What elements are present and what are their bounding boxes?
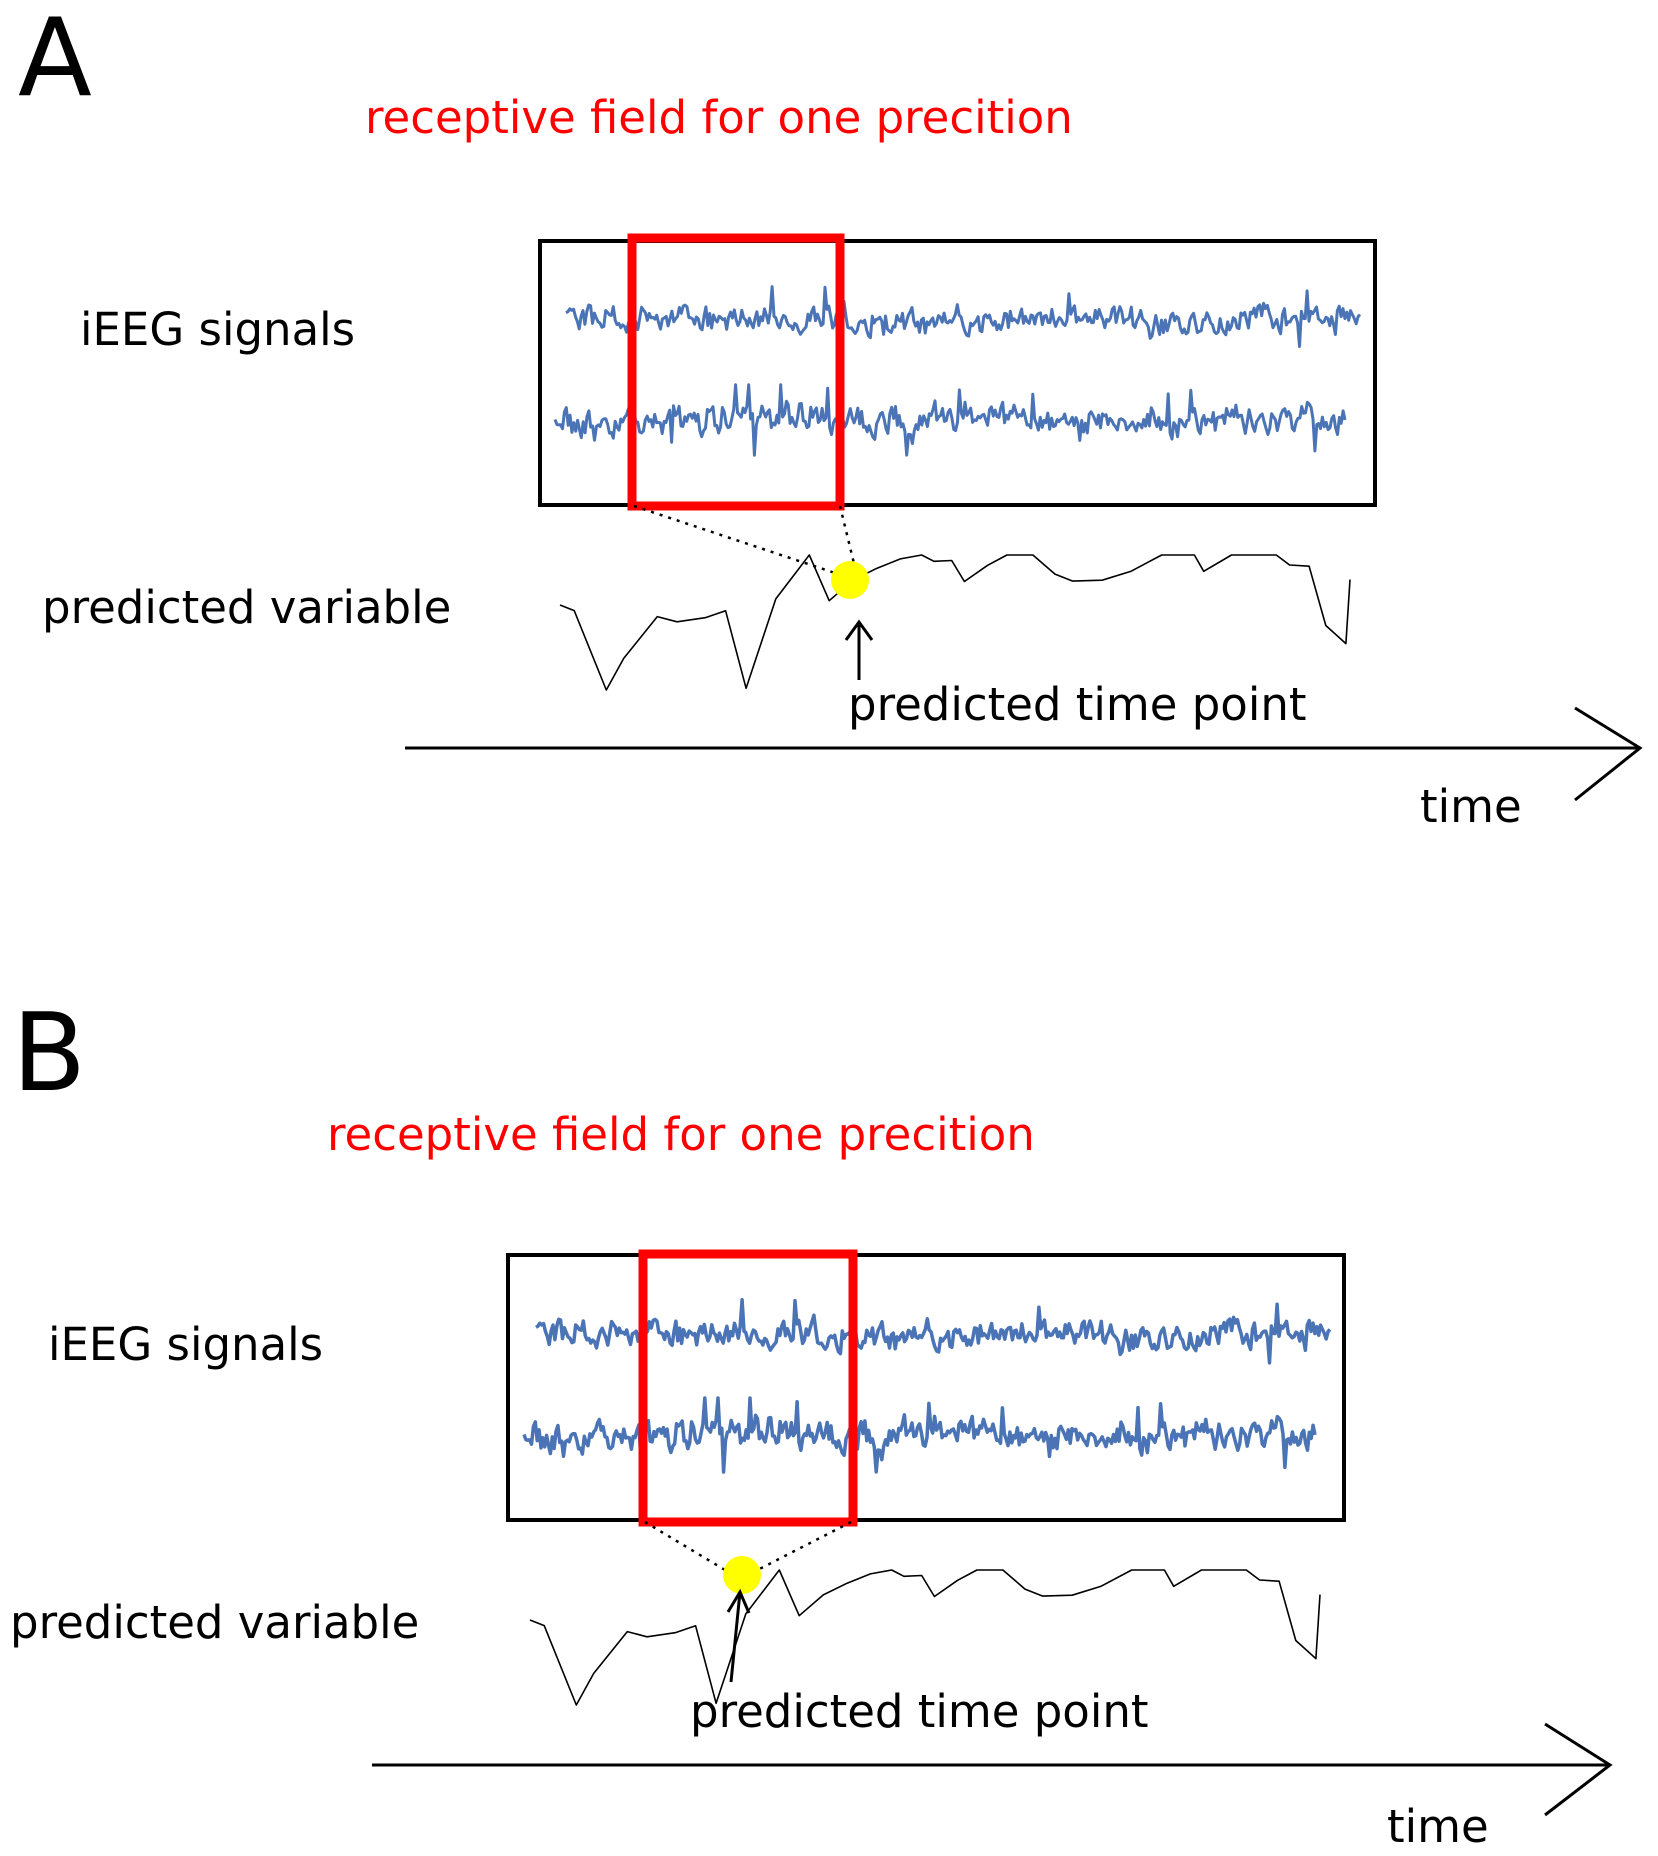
predicted-variable-trace xyxy=(559,554,1351,691)
field-connector-right xyxy=(741,1520,852,1580)
receptive-field-window xyxy=(638,1249,858,1527)
time-axis-arrowhead xyxy=(1544,1722,1613,1817)
time-axis-arrowhead xyxy=(1574,706,1643,802)
ieeg-signal-top xyxy=(565,285,1362,348)
signals-frame xyxy=(506,1253,1346,1522)
panel-title: receptive field for one precition xyxy=(365,91,1073,144)
point-label: predicted time point xyxy=(690,1685,1149,1738)
signals-label: iEEG signals xyxy=(80,303,355,356)
ieeg-signal-bottom xyxy=(522,1396,1317,1474)
predicted-point-marker xyxy=(831,561,869,599)
field-connector-left xyxy=(633,504,851,580)
ieeg-signal-top xyxy=(535,1298,1332,1365)
predicted-variable-trace xyxy=(529,1569,1321,1706)
time-axis-label: time xyxy=(1387,1800,1489,1853)
panel-title: receptive field for one precition xyxy=(327,1108,1035,1161)
point-label: predicted time point xyxy=(848,678,1307,731)
field-connector-left xyxy=(644,1520,736,1578)
panel-letter: B xyxy=(12,991,86,1116)
predicted-point-arrow-head xyxy=(844,619,874,641)
variable-label: predicted variable xyxy=(42,581,451,634)
predicted-point-marker xyxy=(723,1556,761,1594)
variable-label: predicted variable xyxy=(10,1596,419,1649)
panel-b: B receptive field for one precition iEEG… xyxy=(10,991,1613,1853)
predicted-point-arrow-head xyxy=(726,1588,751,1614)
signals-label: iEEG signals xyxy=(48,1318,323,1371)
receptive-field-window xyxy=(627,233,845,511)
panel-a: A receptive field for one precition iEEG… xyxy=(18,0,1643,833)
ieeg-signal-bottom xyxy=(553,383,1347,457)
time-axis-label: time xyxy=(1420,780,1522,833)
panel-letter: A xyxy=(18,0,92,121)
predicted-point-arrow-shaft xyxy=(729,1591,742,1683)
signals-frame xyxy=(538,239,1377,507)
